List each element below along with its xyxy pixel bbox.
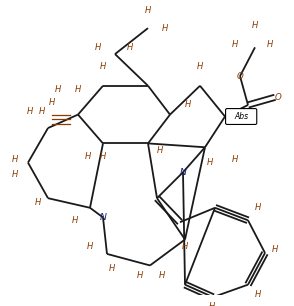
- Text: H: H: [137, 271, 143, 280]
- Text: H: H: [127, 43, 133, 52]
- Text: H: H: [232, 155, 238, 164]
- Text: H: H: [100, 152, 106, 161]
- Text: H: H: [12, 170, 18, 179]
- Text: H: H: [35, 199, 41, 207]
- Text: H: H: [252, 21, 258, 30]
- Text: H: H: [207, 158, 213, 167]
- Text: N: N: [100, 213, 106, 222]
- Text: N: N: [180, 168, 186, 177]
- Text: H: H: [232, 40, 238, 49]
- Text: H: H: [100, 62, 106, 71]
- Text: H: H: [255, 203, 261, 212]
- Text: H: H: [27, 107, 33, 116]
- Text: H: H: [162, 24, 168, 33]
- Text: H: H: [87, 242, 93, 251]
- Text: H: H: [12, 155, 18, 164]
- Text: H: H: [185, 100, 191, 110]
- Text: H: H: [39, 107, 45, 116]
- Text: H: H: [159, 271, 165, 280]
- Text: O: O: [275, 93, 281, 102]
- Text: H: H: [157, 146, 163, 155]
- Text: H: H: [75, 85, 81, 94]
- Text: H: H: [109, 264, 115, 273]
- Text: H: H: [145, 6, 151, 15]
- Text: H: H: [182, 242, 188, 251]
- Text: H: H: [197, 62, 203, 71]
- Text: Abs: Abs: [234, 112, 248, 121]
- Text: H: H: [209, 302, 215, 306]
- Text: H: H: [85, 152, 91, 161]
- Text: H: H: [95, 43, 101, 52]
- Text: H: H: [267, 40, 273, 49]
- Text: H: H: [72, 216, 78, 225]
- Text: O: O: [237, 72, 243, 81]
- Text: H: H: [272, 244, 278, 254]
- Text: H: H: [49, 98, 55, 106]
- Text: H: H: [55, 85, 61, 94]
- Text: H: H: [255, 290, 261, 299]
- FancyBboxPatch shape: [225, 109, 257, 125]
